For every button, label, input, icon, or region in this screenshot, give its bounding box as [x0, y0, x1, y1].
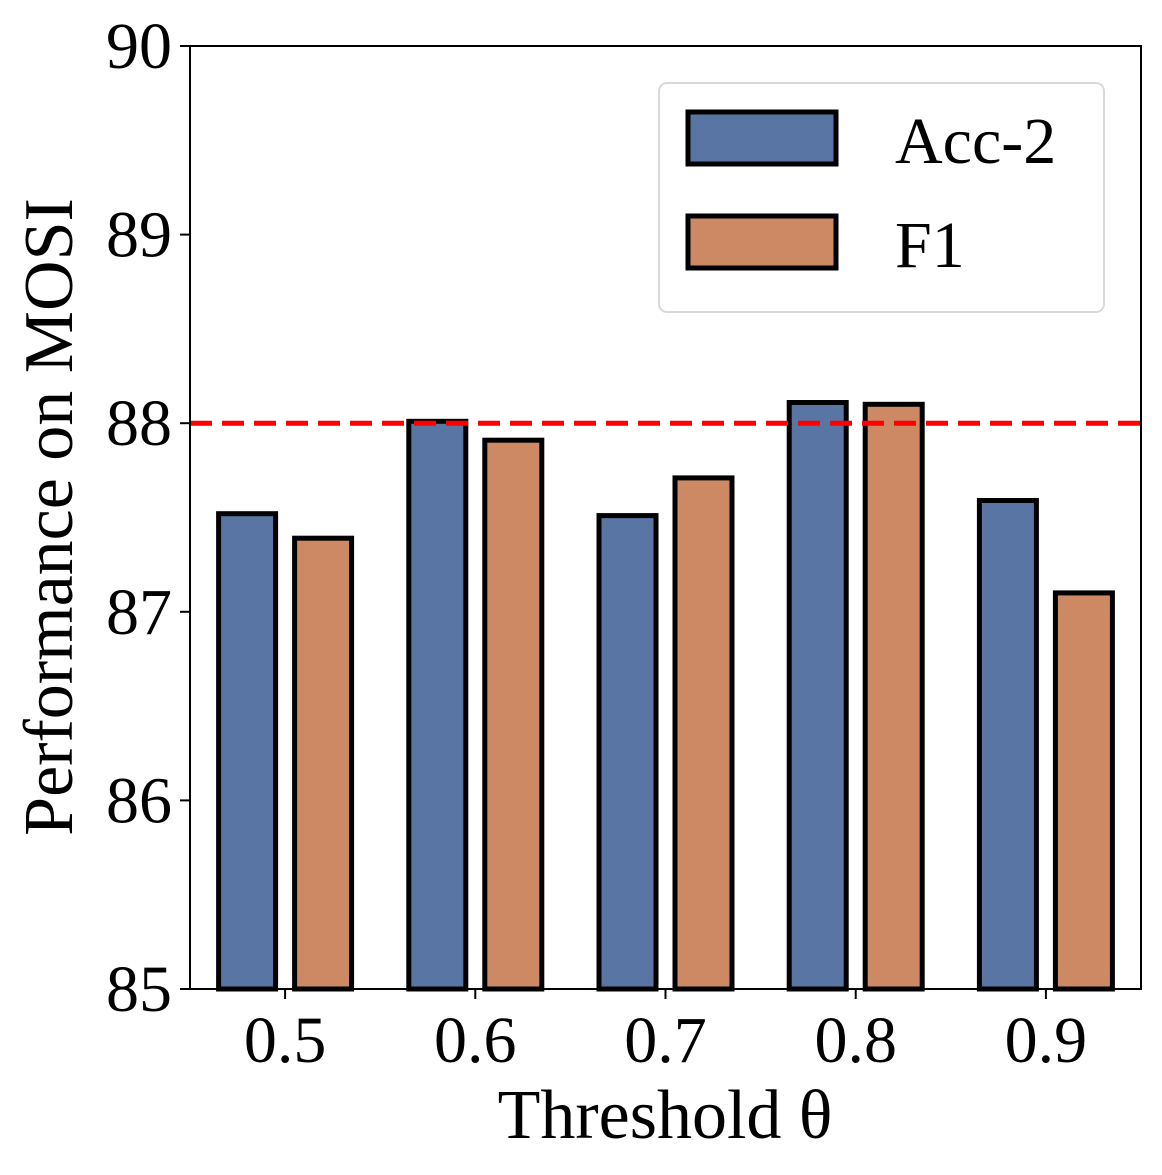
bar-f1-0-8: [862, 401, 925, 992]
y-axis-label: Performance on MOSI: [11, 198, 88, 836]
bar-acc2-0-9: [976, 498, 1039, 992]
legend: Acc-2 F1: [658, 82, 1105, 313]
y-tick-label-85: 85: [106, 953, 172, 1026]
x-tick-label-0-6: 0.6: [434, 1004, 517, 1077]
legend-label-f1: F1: [895, 209, 965, 282]
bars-layer: [216, 400, 1115, 992]
bar-acc2-0-7: [596, 513, 659, 992]
y-tick-label-87: 87: [106, 576, 172, 649]
x-tick-label-0-8: 0.8: [814, 1004, 897, 1077]
y-tick-label-89: 89: [106, 199, 172, 272]
x-tick-label-0-9: 0.9: [1005, 1004, 1088, 1077]
bar-acc2-0-5: [216, 511, 279, 992]
legend-swatch-acc2: [685, 109, 839, 167]
x-tick-label-0-5: 0.5: [244, 1004, 327, 1077]
ticks-layer: 85 86 87 88 89 90 0.5 0.6 0.7 0.8 0.9: [106, 10, 1087, 1077]
bar-f1-0-6: [482, 437, 545, 992]
y-tick-label-86: 86: [106, 764, 172, 837]
bar-acc2-0-6: [406, 418, 469, 992]
legend-label-acc2: Acc-2: [895, 105, 1056, 178]
bar-f1-0-7: [672, 475, 735, 992]
bar-f1-0-9: [1052, 590, 1115, 992]
x-axis-label: Threshold θ: [498, 1077, 833, 1154]
bar-f1-0-5: [292, 535, 355, 992]
y-tick-label-88: 88: [106, 387, 172, 460]
legend-swatch-f1: [685, 213, 839, 271]
x-tick-label-0-7: 0.7: [624, 1004, 707, 1077]
y-tick-label-90: 90: [106, 10, 172, 83]
bar-acc2-0-8: [786, 400, 849, 992]
